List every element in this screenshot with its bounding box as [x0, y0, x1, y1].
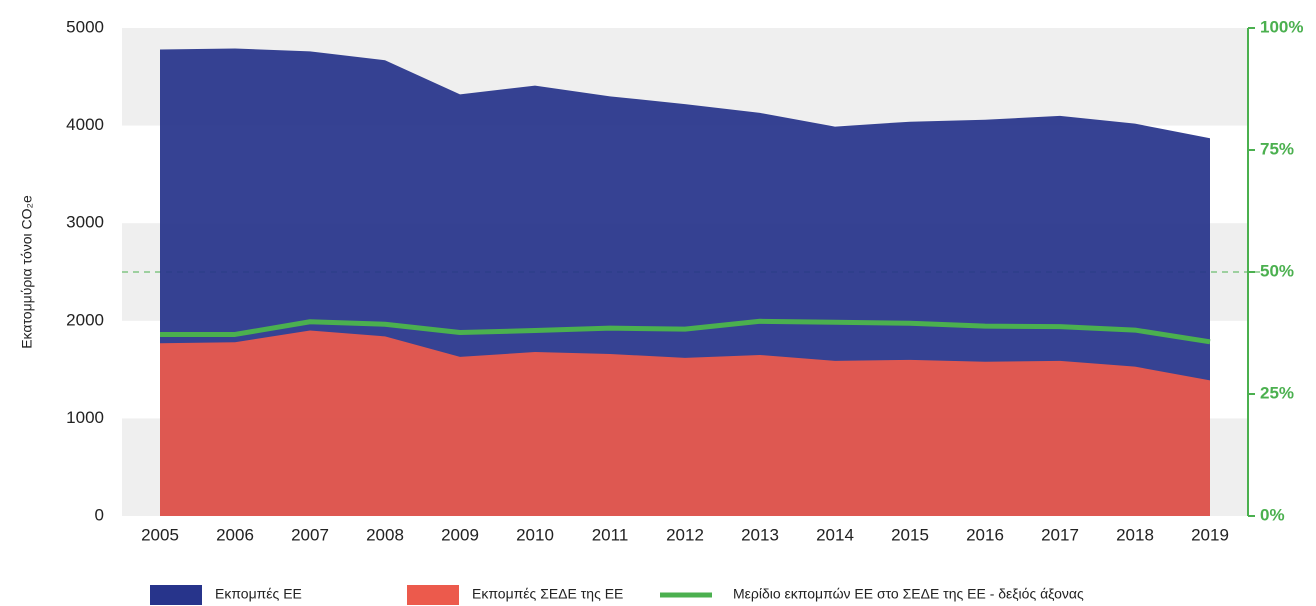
y-tick-label: 0 [95, 505, 104, 524]
y-tick-label: 1000 [66, 408, 104, 427]
x-tick-label: 2010 [516, 525, 554, 544]
legend-swatch [150, 585, 202, 605]
x-tick-label: 2018 [1116, 525, 1154, 544]
x-tick-label: 2007 [291, 525, 329, 544]
y-tick-label: 5000 [66, 17, 104, 36]
x-tick-label: 2011 [592, 525, 629, 544]
y2-tick-label: 75% [1260, 139, 1294, 158]
y2-tick-label: 50% [1260, 261, 1294, 280]
x-tick-label: 2016 [966, 525, 1004, 544]
legend-label: Εκπομπές ΣΕΔΕ της ΕΕ [472, 586, 623, 602]
legend-swatch [407, 585, 459, 605]
x-tick-label: 2013 [741, 525, 779, 544]
x-tick-label: 2015 [891, 525, 929, 544]
y2-tick-label: 100% [1260, 17, 1303, 36]
x-tick-label: 2017 [1041, 525, 1079, 544]
y2-tick-label: 25% [1260, 383, 1294, 402]
x-tick-label: 2012 [666, 525, 704, 544]
line [160, 318, 1211, 345]
y-tick-label: 4000 [66, 115, 104, 134]
y-axis-label: Εκατομμύρια τόνοι CO₂e [19, 195, 35, 349]
area [160, 330, 1210, 516]
x-tick-label: 2009 [441, 525, 479, 544]
legend-label: Εκπομπές ΕΕ [215, 586, 302, 602]
x-tick-label: 2014 [816, 525, 854, 544]
y2-tick-label: 0% [1260, 505, 1285, 524]
x-tick-label: 2019 [1191, 525, 1229, 544]
x-tick-label: 2005 [141, 525, 179, 544]
y-tick-label: 2000 [66, 310, 104, 329]
legend-label: Μερίδιο εκπομπών ΕΕ στο ΣΕΔΕ της ΕΕ - δε… [733, 586, 1084, 602]
x-tick-label: 2006 [216, 525, 254, 544]
x-tick-label: 2008 [366, 525, 404, 544]
y-tick-label: 3000 [66, 213, 104, 232]
